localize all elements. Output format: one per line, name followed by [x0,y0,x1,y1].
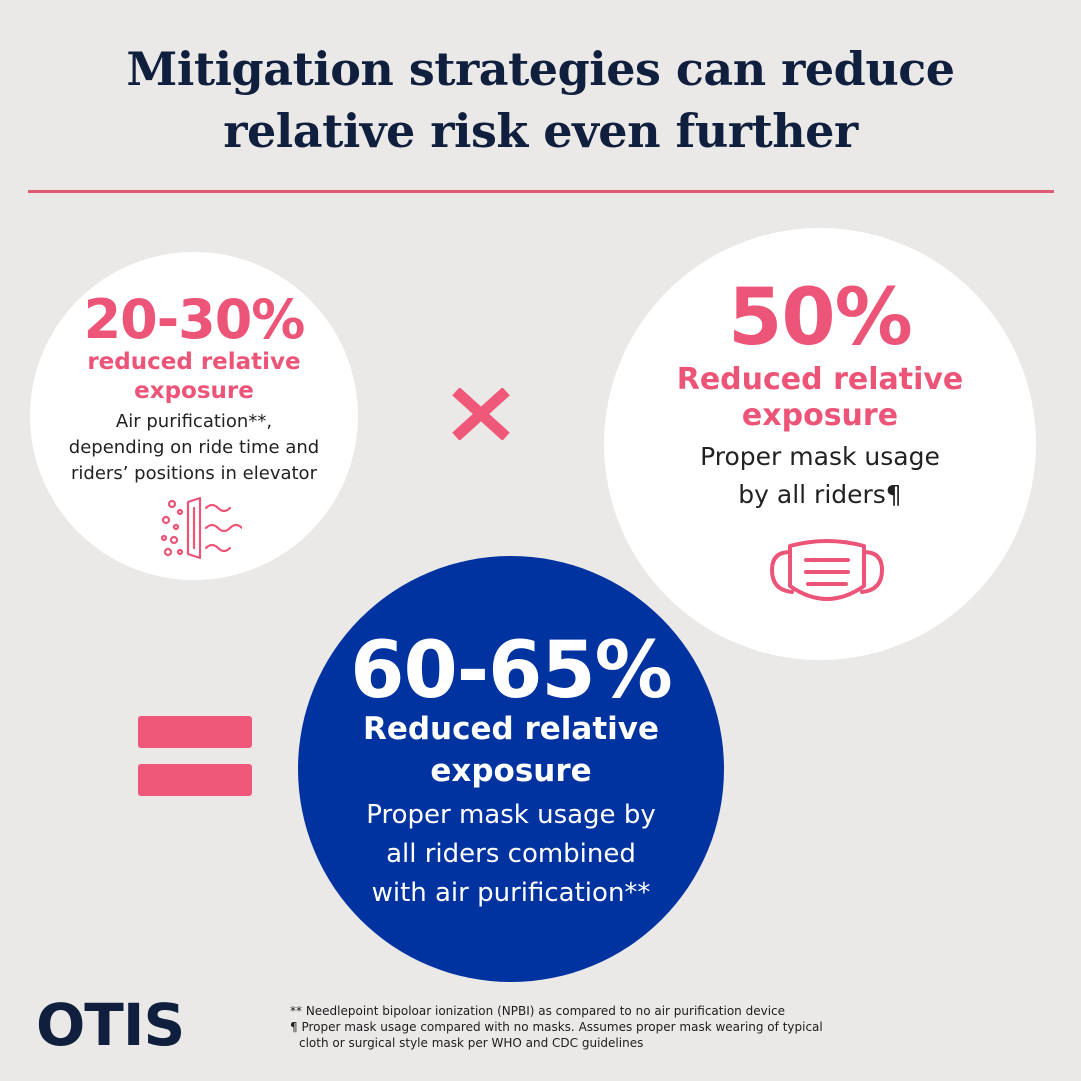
footnote-mask: ¶ Proper mask usage compared with no mas… [290,1020,823,1034]
combined-description: Proper mask usage by all riders combined… [366,800,656,908]
footnotes: ** Needlepoint bipoloar ionization (NPBI… [290,1003,1050,1051]
combined-stat: 60-65% [350,626,673,716]
equals-icon-top-bar [138,716,252,748]
air-purification-label: reduced relative exposure [87,349,301,404]
footnote-npbi: ** Needlepoint bipoloar ionization (NPBI… [290,1004,786,1018]
multiply-icon [452,387,510,444]
air-purification-card: 20-30% reduced relative exposure Air pur… [30,252,358,580]
otis-logo: OTIS [36,991,185,1059]
mask-stat: 50% [728,273,913,363]
air-purification-stat: 20-30% [83,288,306,351]
footnote-mask-cont: cloth or surgical style mask per WHO and… [299,1036,644,1050]
combined-card: 60-65% Reduced relative exposure Proper … [298,556,724,982]
title-divider [28,190,1054,193]
air-purifier-icon [158,496,244,566]
page-title: Mitigation strategies can reduce relativ… [0,38,1081,162]
air-purification-description: Air purification**, depending on ride ti… [68,411,320,484]
mask-label: Reduced relative exposure [676,362,964,433]
title-line-1: Mitigation strategies can reduce [126,42,955,96]
equals-icon-bottom-bar [138,764,252,796]
combined-label: Reduced relative exposure [362,711,660,789]
face-mask-icon [768,534,886,618]
title-line-2: relative risk even further [223,104,858,158]
mask-description: Proper mask usage by all riders¶ [700,442,940,509]
mask-card: 50% Reduced relative exposure Proper mas… [604,228,1036,660]
